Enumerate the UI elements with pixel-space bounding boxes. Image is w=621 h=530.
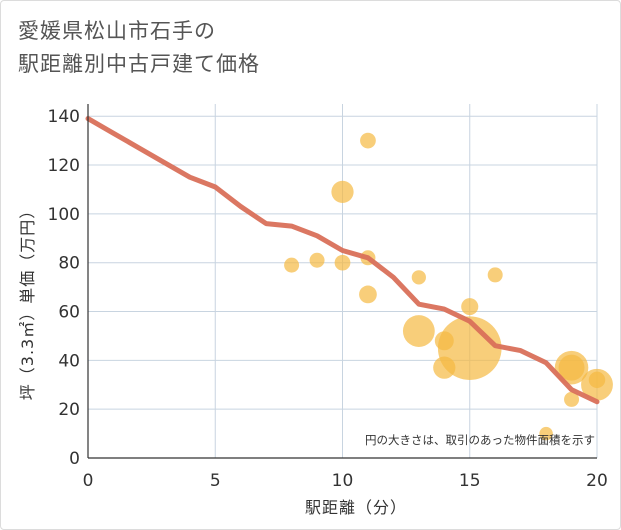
y-tick-label: 100 [48, 205, 80, 225]
axes [87, 104, 597, 459]
x-tick-label: 20 [586, 471, 608, 491]
y-tick-label: 0 [69, 449, 80, 469]
y-tick-label: 60 [58, 303, 80, 323]
y-tick-label: 80 [58, 254, 80, 274]
data-point [558, 354, 585, 381]
chart-title: 愛媛県松山市石手の 駅距離別中古戸建て価格 [18, 15, 260, 81]
data-point [359, 285, 377, 304]
data-point [360, 132, 376, 149]
data-point [487, 267, 503, 283]
y-tick-label: 20 [58, 400, 80, 420]
y-axis-label: 坪（3.3㎡）単価（万円） [18, 202, 37, 400]
x-axis-label: 駅距離（分） [305, 498, 407, 517]
data-point [309, 252, 325, 268]
data-point [461, 298, 479, 316]
x-tick-label: 0 [83, 471, 94, 491]
data-point [402, 315, 435, 347]
x-tick-label: 15 [459, 471, 481, 491]
y-tick-label: 140 [48, 107, 80, 127]
chart-title-line-2: 駅距離別中古戸建て価格 [18, 52, 260, 76]
size-note: 円の大きさは、取引のあった物件面積を示す [365, 433, 595, 447]
data-point [284, 257, 300, 273]
data-point [539, 426, 553, 441]
data-point [437, 316, 502, 380]
series-line [85, 116, 600, 405]
chart-title-line-1: 愛媛県松山市石手の [18, 19, 216, 43]
data-point [564, 391, 580, 407]
grid [88, 104, 598, 458]
scatter-bubbles [284, 132, 613, 441]
y-tick-label: 40 [58, 351, 80, 371]
data-point [581, 368, 613, 401]
y-tick-label: 120 [48, 156, 80, 176]
x-tick-label: 5 [210, 471, 221, 491]
data-point [411, 270, 426, 285]
tick-labels: 0 20 40 60 80 100 120 140 0 5 10 15 20 [48, 107, 608, 491]
data-point [331, 180, 354, 204]
data-point [334, 254, 351, 271]
average-line [85, 116, 600, 405]
x-tick-label: 10 [332, 471, 354, 491]
